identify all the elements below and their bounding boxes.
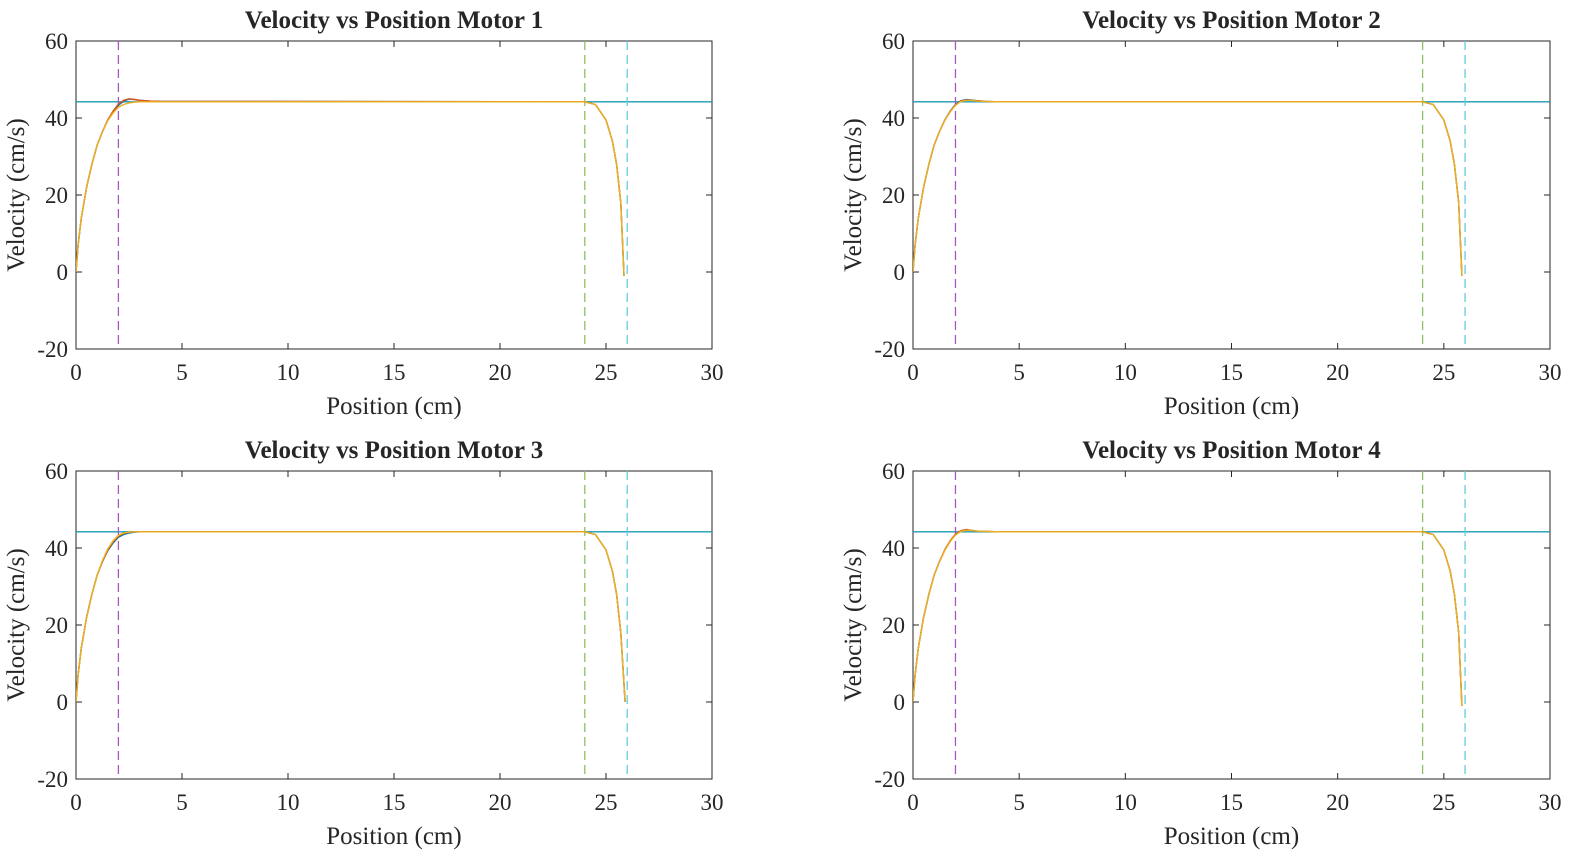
y-tick-label: 0 <box>57 690 69 715</box>
y-tick-label: 40 <box>882 106 905 131</box>
x-tick-label: 20 <box>1326 360 1349 385</box>
y-tick-label: 40 <box>45 106 68 131</box>
motor-velocity-trace-3 <box>913 529 1463 706</box>
chart-title: Velocity vs Position Motor 1 <box>245 7 544 34</box>
x-tick-label: 25 <box>1432 360 1455 385</box>
x-tick-label: 15 <box>1220 360 1243 385</box>
x-tick-label: 25 <box>1432 790 1455 815</box>
x-tick-label: 20 <box>1326 790 1349 815</box>
y-tick-label: -20 <box>874 337 905 362</box>
x-tick-label: 0 <box>907 790 919 815</box>
axes-box <box>75 470 713 780</box>
y-tick-label: 0 <box>57 260 69 285</box>
x-tick-label: 25 <box>595 790 618 815</box>
plot-data-group <box>913 471 1550 779</box>
x-tick-label: 15 <box>1220 790 1243 815</box>
y-tick-label: 60 <box>45 459 68 484</box>
y-tick-label: 20 <box>45 183 68 208</box>
y-tick-label: 60 <box>882 459 905 484</box>
y-axis-label: Velocity (cm/s) <box>3 548 30 701</box>
x-tick-label: 30 <box>701 790 724 815</box>
axes-box <box>912 470 1551 780</box>
x-tick-label: 15 <box>383 790 406 815</box>
chart-title: Velocity vs Position Motor 3 <box>245 437 544 464</box>
plot-data-group <box>76 41 712 349</box>
x-tick-label: 30 <box>1539 360 1562 385</box>
x-tick-label: 5 <box>1013 360 1025 385</box>
x-tick-label: 15 <box>383 360 406 385</box>
y-axis-label: Velocity (cm/s) <box>840 118 867 271</box>
x-tick-label: 5 <box>176 360 188 385</box>
y-tick-label: 0 <box>894 690 906 715</box>
chart-title: Velocity vs Position Motor 2 <box>1082 7 1381 34</box>
motor-velocity-trace-3 <box>76 101 625 276</box>
x-axis-label: Position (cm) <box>326 393 461 420</box>
x-tick-label: 0 <box>907 360 919 385</box>
y-tick-label: 40 <box>45 536 68 561</box>
axes-box <box>75 40 713 350</box>
x-tick-label: 10 <box>1114 790 1137 815</box>
y-tick-label: 60 <box>45 29 68 54</box>
chart-title: Velocity vs Position Motor 4 <box>1082 437 1381 464</box>
y-tick-label: 60 <box>882 29 905 54</box>
x-axis-label: Position (cm) <box>1164 393 1299 420</box>
x-tick-label: 5 <box>1013 790 1025 815</box>
y-axis-label: Velocity (cm/s) <box>3 118 30 271</box>
x-tick-label: 10 <box>277 360 300 385</box>
x-tick-label: 25 <box>595 360 618 385</box>
y-tick-label: 20 <box>45 613 68 638</box>
x-tick-label: 20 <box>489 360 512 385</box>
x-tick-label: 10 <box>1114 360 1137 385</box>
x-tick-label: 10 <box>277 790 300 815</box>
axes-box <box>912 40 1551 350</box>
x-tick-label: 5 <box>176 790 188 815</box>
plot-data-group <box>913 41 1550 349</box>
plot-data-group <box>76 471 712 779</box>
x-tick-label: 30 <box>1539 790 1562 815</box>
y-tick-label: 20 <box>882 183 905 208</box>
y-tick-label: -20 <box>37 767 68 792</box>
x-tick-label: 0 <box>70 360 82 385</box>
x-tick-label: 0 <box>70 790 82 815</box>
x-tick-label: 30 <box>701 360 724 385</box>
x-axis-label: Position (cm) <box>1164 823 1299 850</box>
y-tick-label: -20 <box>37 337 68 362</box>
motor-velocity-trace-3 <box>76 531 626 703</box>
x-tick-label: 20 <box>489 790 512 815</box>
y-tick-label: 20 <box>882 613 905 638</box>
y-tick-label: 40 <box>882 536 905 561</box>
y-tick-label: -20 <box>874 767 905 792</box>
x-axis-label: Position (cm) <box>326 823 461 850</box>
y-tick-label: 0 <box>894 260 906 285</box>
motor-velocity-trace-3 <box>913 99 1463 276</box>
y-axis-label: Velocity (cm/s) <box>840 548 867 701</box>
